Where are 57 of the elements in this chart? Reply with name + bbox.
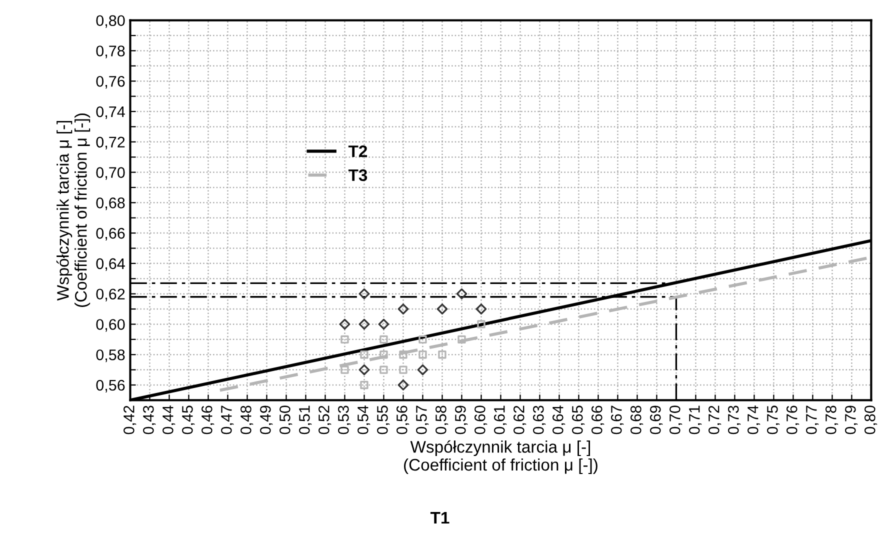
x-tick-label: 0,69 [650,406,663,434]
y-tick-label: 0,60 [96,319,125,332]
x-tick-label: 0,80 [864,406,878,434]
x-axis-title: Współczynnik tarcia μ [-] (Coefficient of friction μ [-]) [404,440,598,474]
x-tick-label: 0,67 [610,406,624,434]
x-tick-label: 0,70 [669,406,682,434]
x-tick-label: 0,51 [299,406,312,434]
legend-label: T3 [348,169,368,182]
x-tick-label: 0,54 [358,405,370,434]
x-tick-label: 0,44 [162,405,176,434]
x-tick-label: 0,77 [806,406,819,434]
x-tick-label: 0,68 [630,406,644,434]
x-tick-label: 0,47 [221,406,234,434]
x-tick-label: 0,55 [377,406,390,434]
y-tick-label: 0,64 [96,258,125,271]
x-tick-label: 0,42 [124,406,136,434]
x-tick-label: 0,60 [474,406,488,434]
x-tick-label: 0,66 [591,406,604,434]
x-tick-label: 0,73 [728,406,741,434]
y-tick-label: 0,70 [96,167,125,180]
y-tick-label: 0,68 [96,198,125,210]
y-tick-label: 0,74 [96,106,125,119]
x-tick-label: 0,57 [416,406,429,434]
x-tick-label: 0,72 [708,406,722,434]
y-tick-label: 0,78 [96,46,125,58]
x-tick-label: 0,45 [182,406,195,434]
y-tick-label: 0,76 [96,76,125,89]
y-tick-label: 0,62 [96,288,125,302]
x-tick-label: 0,74 [747,405,760,434]
y-tick-label: 0,72 [96,136,125,150]
x-tick-label: 0,53 [338,406,351,434]
x-tick-label: 0,59 [455,406,468,434]
x-tick-label: 0,52 [318,406,332,434]
x-tick-label: 0,71 [688,406,702,434]
x-tick-label: 0,48 [240,406,254,434]
x-tick-label: 0,49 [260,406,273,434]
x-tick-label: 0,50 [280,406,292,434]
legend-label: T2 [348,145,368,158]
x-tick-label: 0,61 [494,406,507,434]
x-tick-label: 0,56 [396,406,410,434]
x-tick-label: 0,76 [786,406,800,434]
x-tick-label: 0,58 [436,406,448,434]
x-tick-label: 0,79 [844,406,858,434]
x-tick-label: 0,63 [533,406,546,434]
x-tick-label: 0,46 [202,406,214,434]
x-tick-label: 0,62 [514,406,526,434]
y-tick-label: 0,66 [96,228,125,241]
x-tick-label: 0,78 [825,406,838,434]
y-tick-label: 0,80 [96,15,125,28]
x-tick-label: 0,65 [572,406,585,434]
y-axis-title: Współczynnik tarcia μ [-] (Coefficient of friction μ [-]) [56,114,90,307]
y-tick-label: 0,58 [96,349,125,362]
x-tick-label: 0,43 [143,406,156,434]
text: T1 [430,512,450,524]
x-tick-label: 0,64 [552,405,566,434]
x-tick-label: 0,75 [766,406,780,434]
y-tick-label: 0,56 [96,380,125,392]
